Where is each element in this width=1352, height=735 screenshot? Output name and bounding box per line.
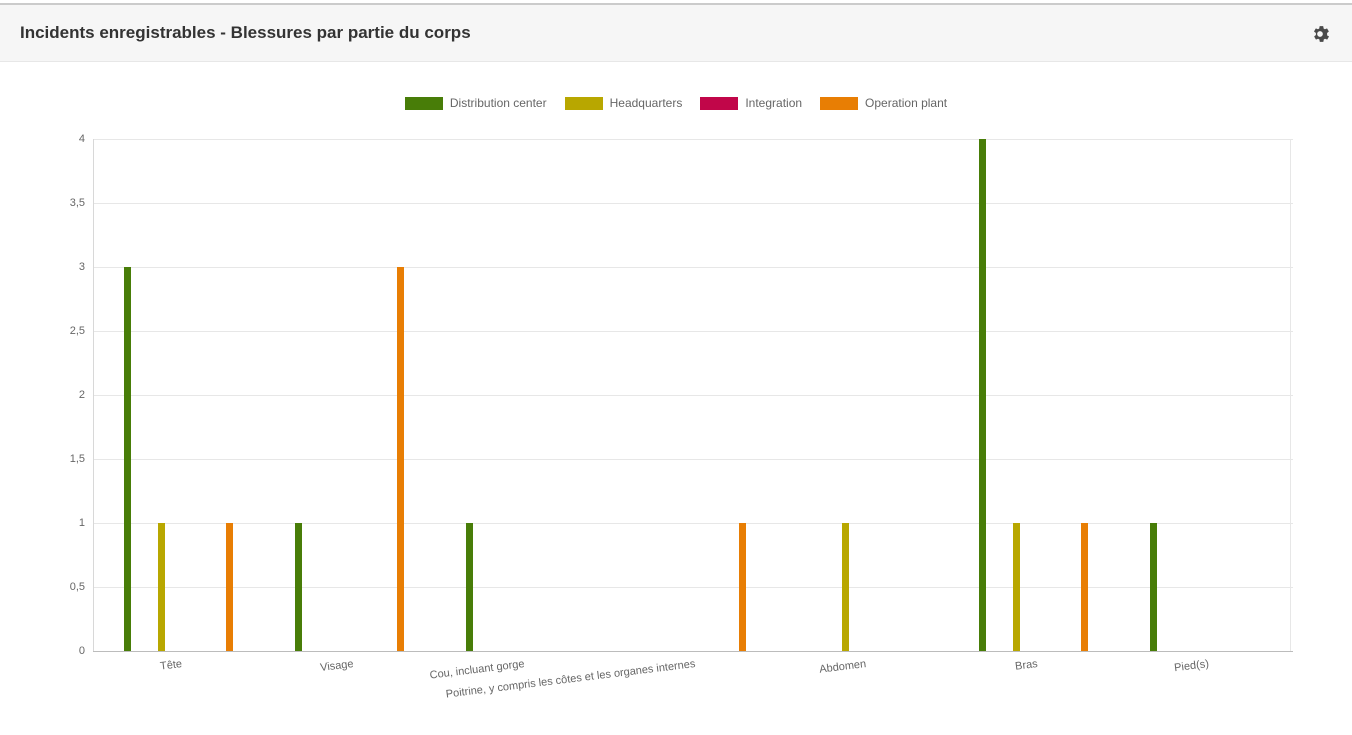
legend-label: Headquarters bbox=[609, 96, 683, 110]
widget-title: Incidents enregistrables - Blessures par… bbox=[20, 23, 471, 42]
bar-distribution-center-visage[interactable] bbox=[294, 523, 302, 651]
legend-item-distribution-center[interactable]: Distribution center bbox=[404, 96, 547, 110]
x-axis-label: Pied(s) bbox=[1173, 658, 1210, 675]
legend-item-operation-plant[interactable]: Operation plant bbox=[820, 96, 947, 110]
bar-distribution-center-bras[interactable] bbox=[978, 139, 986, 651]
bar-distribution-center-cou-incluant-gorge[interactable] bbox=[465, 523, 473, 651]
bar-distribution-center-pied-s[interactable] bbox=[1149, 523, 1157, 651]
legend-swatch-integration bbox=[700, 96, 739, 110]
bar-chart: Distribution center Headquarters Integrati… bbox=[0, 63, 1352, 735]
bar-headquarters-bras[interactable] bbox=[1012, 523, 1020, 651]
bar-headquarters-t-te[interactable] bbox=[157, 523, 165, 651]
bar-distribution-center-t-te[interactable] bbox=[123, 267, 131, 651]
gridline-y-0 bbox=[93, 651, 1293, 652]
legend-swatch-operation-plant bbox=[820, 96, 859, 110]
x-axis-label: Abdomen bbox=[819, 658, 868, 676]
settings-button[interactable] bbox=[1310, 24, 1330, 44]
widget-header: Incidents enregistrables - Blessures par… bbox=[0, 3, 1352, 62]
legend-swatch-headquarters bbox=[564, 96, 603, 110]
y-axis-label: 3,5 bbox=[69, 197, 85, 209]
legend-item-integration[interactable]: Integration bbox=[700, 96, 802, 110]
x-axis-label: Visage bbox=[319, 658, 355, 675]
legend-swatch-distribution-center bbox=[404, 96, 443, 110]
bar-chart-plot: 0 0,5 1 1,5 2 2,5 3 3,5 4 Tête Visage Cou, incluant… bbox=[0, 63, 1352, 735]
bar-operation-plant-poitrine-y-compris-les-c-tes-et-les-organes-internes[interactable] bbox=[739, 523, 747, 651]
y-axis-line bbox=[93, 139, 94, 651]
gear-icon bbox=[1314, 26, 1329, 42]
bar-headquarters-abdomen[interactable] bbox=[841, 523, 849, 651]
y-axis-label: 0,5 bbox=[69, 581, 85, 593]
gridline-y-2-5 bbox=[93, 331, 1293, 332]
legend-item-headquarters[interactable]: Headquarters bbox=[564, 96, 683, 110]
y-axis-label: 2 bbox=[78, 389, 85, 401]
bar-operation-plant-t-te[interactable] bbox=[226, 523, 234, 651]
bar-operation-plant-visage[interactable] bbox=[397, 267, 405, 651]
x-axis-label: Tête bbox=[159, 658, 184, 673]
gridline-y-2 bbox=[93, 395, 1293, 396]
legend-label: Distribution center bbox=[449, 96, 547, 110]
y-axis-label: 3 bbox=[78, 261, 85, 273]
x-axis-label: Bras bbox=[1014, 658, 1039, 673]
gridline-y-1-5 bbox=[93, 459, 1293, 460]
gridline-y-3-5 bbox=[93, 203, 1293, 204]
bar-operation-plant-bras[interactable] bbox=[1081, 523, 1089, 651]
y-axis-label: 4 bbox=[78, 133, 85, 145]
gridline-y-0-5 bbox=[93, 587, 1293, 588]
y-axis-label: 0 bbox=[78, 645, 85, 657]
chart-legend: Distribution center Headquarters Integrati… bbox=[0, 96, 1352, 110]
gridline-y-4 bbox=[93, 139, 1293, 140]
legend-label: Operation plant bbox=[865, 96, 948, 110]
y-axis-label: 1,5 bbox=[69, 453, 85, 465]
y-axis-label: 2,5 bbox=[69, 325, 85, 337]
gridline-y-3 bbox=[93, 267, 1293, 268]
gridline-y-1 bbox=[93, 523, 1293, 524]
plot-right-border bbox=[1290, 139, 1291, 651]
legend-label: Integration bbox=[745, 96, 803, 110]
y-axis-label: 1 bbox=[78, 517, 85, 529]
